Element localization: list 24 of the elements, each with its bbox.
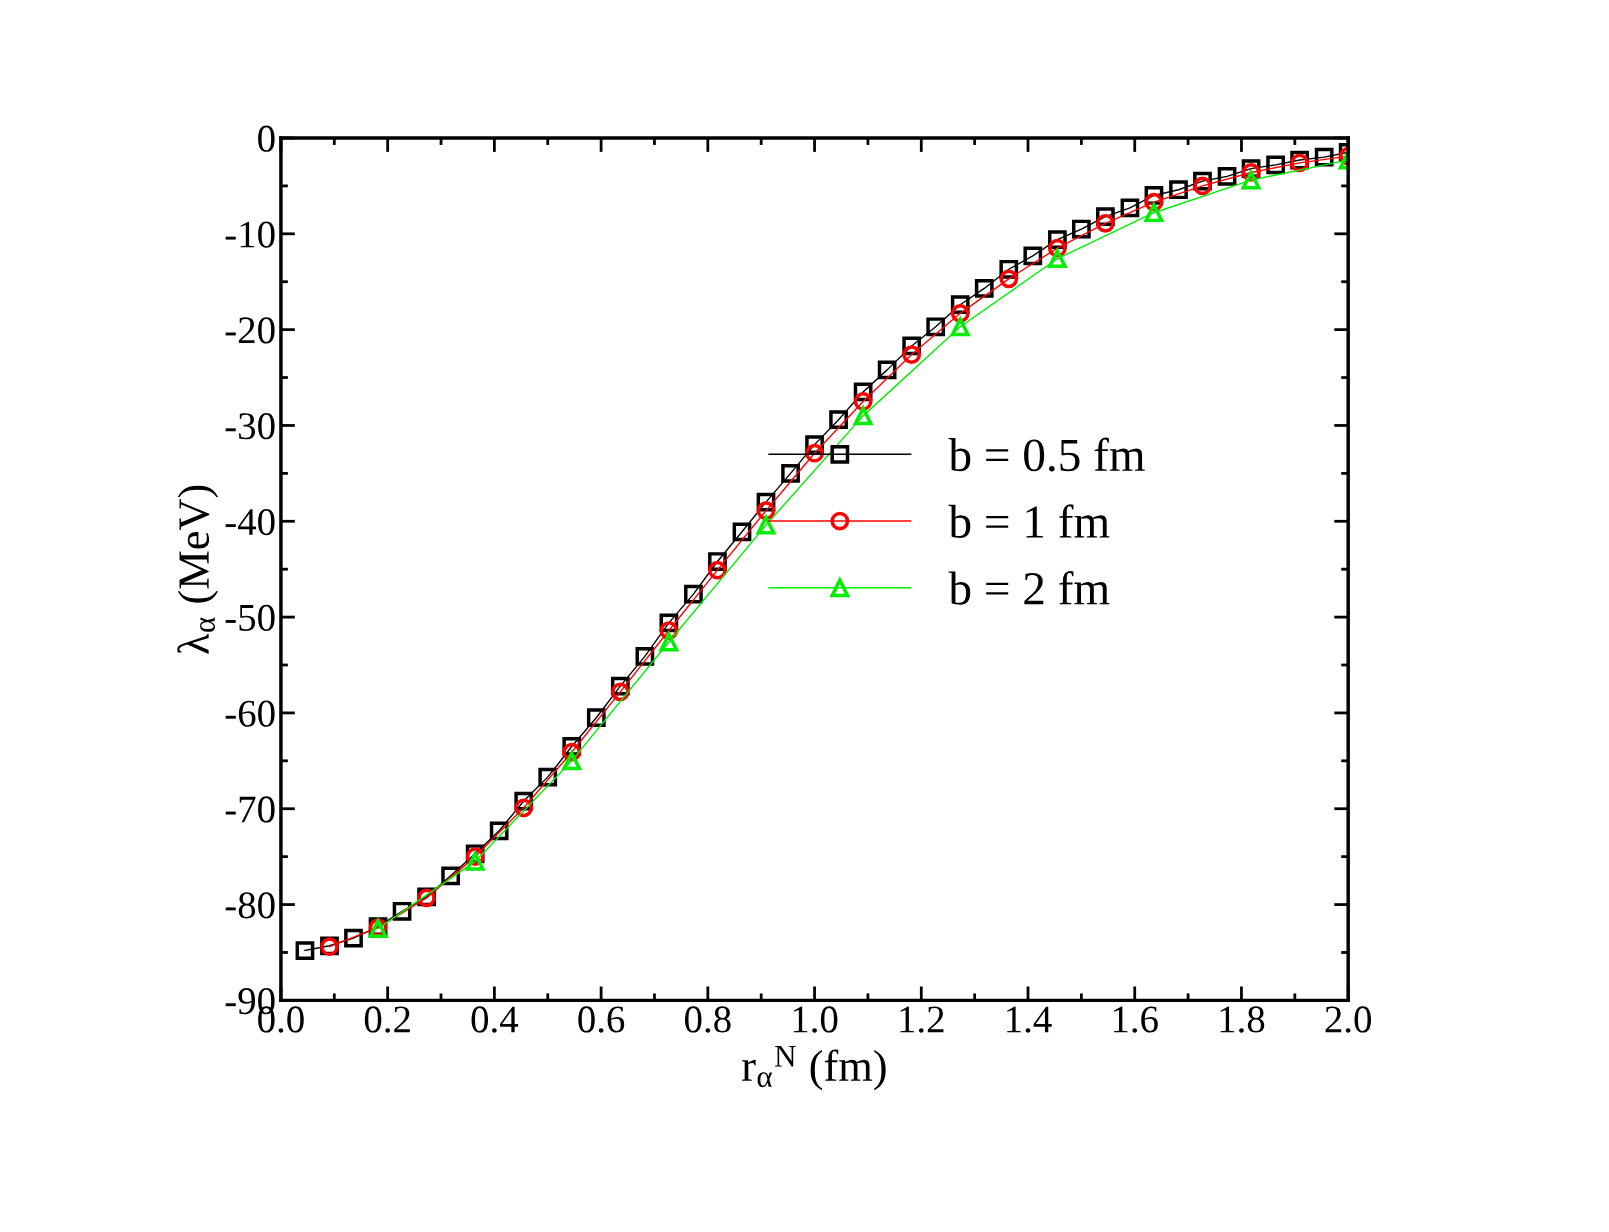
x-tick-label: 1.4 xyxy=(1007,1006,1052,1033)
y-tick-label: 0 xyxy=(258,125,275,152)
x-tick-label: 0.4 xyxy=(471,1006,519,1033)
y-tick-label: -10 xyxy=(225,221,275,248)
legend-label: b = 1 fm xyxy=(948,504,1110,539)
x-tick-label: 2.0 xyxy=(1325,1006,1371,1033)
y-tick-label: -80 xyxy=(225,892,275,919)
y-tick-label: -40 xyxy=(225,508,275,536)
x-tick-label: 0.2 xyxy=(364,1006,410,1033)
y-tick-label: -50 xyxy=(225,604,275,631)
y-tick-label: -30 xyxy=(225,413,275,440)
x-tick-label: 1.2 xyxy=(900,1006,944,1033)
y-tick-label: -70 xyxy=(225,796,275,823)
x-tick-label: 0.8 xyxy=(685,1006,731,1033)
y-axis-title: λ$_{α}$ (MeV) xyxy=(177,485,219,654)
y-tick-label: -60 xyxy=(225,700,275,727)
x-tick-label: 0.6 xyxy=(578,1006,625,1033)
x-tick-label: 1.8 xyxy=(1220,1006,1265,1033)
legend-label: b = 0.5 fm xyxy=(948,437,1145,472)
x-tick-label: 1.0 xyxy=(793,1006,838,1033)
x-axis-title: r$_{α}$$^{N}$ (fm) xyxy=(742,1046,886,1091)
y-tick-label: -20 xyxy=(225,317,275,344)
legend-label: b = 2 fm xyxy=(948,571,1110,605)
x-tick-label: 1.6 xyxy=(1113,1006,1158,1033)
